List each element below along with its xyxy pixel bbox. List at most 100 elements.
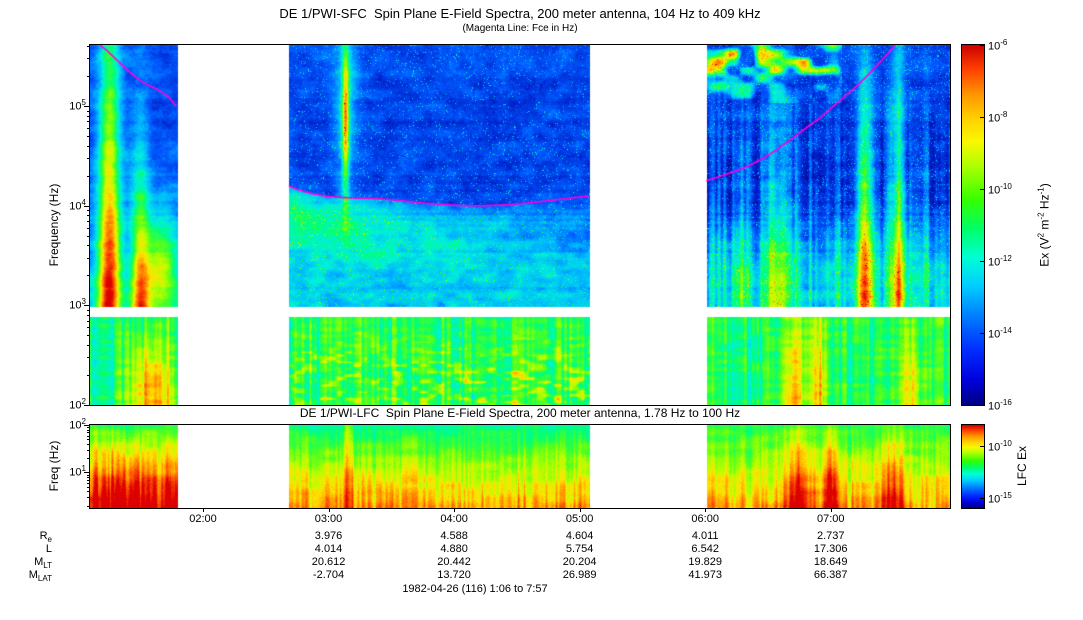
x-tick-label: 07:00 [816, 513, 845, 525]
ex-label-part: Ex (V [1037, 237, 1052, 267]
x-tick-mark [579, 508, 581, 512]
lfc-y-major-tick [84, 424, 90, 426]
tick-base: 10 [69, 399, 82, 412]
colorbar-tick [980, 333, 984, 334]
y-minor-tick [87, 344, 90, 346]
y-tick-label: 105 [36, 98, 86, 113]
y-minor-tick [87, 335, 90, 337]
main-title: DE 1/PWI-SFC Spin Plane E-Field Spectra,… [279, 6, 761, 21]
colorbar-tick [980, 117, 984, 118]
frequency-axis-label: Frequency (Hz) [47, 183, 61, 267]
y-minor-tick [87, 257, 90, 259]
ephemeris-value: 13.720 [437, 569, 471, 581]
colorbar-tick [980, 261, 984, 262]
colorbar-tick-label: 10-12 [988, 254, 1034, 269]
tick-exponent: 2 [81, 397, 86, 406]
y-tick-label: 102 [36, 397, 86, 412]
y-minor-tick [87, 275, 90, 277]
x-tick-label: 02:00 [189, 513, 217, 525]
tick-exponent: -16 [1000, 398, 1012, 407]
y-minor-tick [87, 115, 90, 117]
y-minor-tick [87, 135, 90, 137]
tick-exponent: -10 [1000, 438, 1012, 448]
y-minor-tick [87, 210, 90, 212]
ephemeris-label-base: M [34, 556, 44, 568]
tick-base: 10 [988, 112, 1001, 125]
subtitle-fce-note: (Magenta Line: Fce in Hz) [462, 23, 578, 34]
tick-exponent: -14 [1000, 326, 1012, 335]
lfc-spectrogram-canvas [90, 425, 950, 508]
lfc-colorbar-tick-label: 10-10 [988, 439, 1034, 454]
y-tick-label: 104 [36, 198, 86, 213]
lfc-y-minor-tick [87, 427, 90, 429]
lfc-colorbar [962, 425, 984, 508]
ephemeris-value: 17.306 [813, 543, 848, 555]
tick-base: 10 [988, 400, 1001, 413]
ex-label-part: m [1037, 219, 1052, 233]
tick-base: 10 [69, 299, 82, 312]
ex-label-exp: -1 [1036, 187, 1046, 195]
y-minor-tick [87, 327, 90, 329]
ephemeris-label-base: M [28, 569, 38, 581]
lfc-y-minor-tick [87, 482, 90, 484]
ephemeris-value: 3.976 [314, 530, 343, 542]
x-tick-mark [705, 508, 707, 512]
lfc-y-minor-tick [87, 429, 90, 431]
ephemeris-value: 20.442 [437, 556, 471, 568]
x-tick-mark [202, 508, 204, 512]
tick-exponent: -6 [1000, 38, 1008, 47]
y-major-tick [84, 305, 90, 307]
y-minor-tick [87, 121, 90, 123]
colorbar-tick [980, 45, 984, 46]
ephemeris-value: 6.542 [691, 543, 719, 555]
x-tick-mark [454, 508, 456, 512]
ephemeris-value: 4.604 [565, 530, 594, 542]
y-minor-tick [87, 215, 90, 217]
ephemeris-label-base: R [39, 530, 48, 542]
ephemeris-value: 4.014 [314, 543, 343, 555]
ephemeris-value: 19.829 [688, 556, 722, 568]
colorbar-tick-label: 10-14 [988, 326, 1034, 341]
tick-exponent: 1 [81, 464, 86, 474]
ex-label-part: Hz [1037, 194, 1052, 213]
y-minor-tick [87, 145, 90, 147]
y-tick-label: 103 [36, 297, 86, 312]
ephemeris-label-sub: LAT [37, 574, 52, 584]
ephemeris-value: 2.737 [816, 530, 845, 542]
lfc-y-major-tick [84, 472, 90, 474]
lfc-y-minor-tick [87, 458, 90, 460]
tick-exponent: 5 [81, 97, 86, 107]
tick-exponent: -10 [1000, 182, 1012, 191]
tick-base: 10 [69, 200, 82, 213]
y-minor-tick [87, 128, 90, 130]
tick-exponent: -8 [1000, 110, 1008, 119]
ephemeris-value: 4.011 [691, 530, 719, 542]
lfc-y-minor-tick [87, 435, 90, 437]
tick-base: 10 [69, 467, 82, 480]
ex-label-part: ) [1037, 183, 1052, 188]
lfc-y-minor-tick [87, 477, 90, 479]
ephemeris-row-label: Re [8, 530, 52, 544]
colorbar-tick-label: 10-16 [988, 398, 1034, 413]
y-minor-tick [87, 357, 90, 359]
colorbar-tick [980, 405, 984, 406]
tick-base: 10 [988, 256, 1001, 269]
lfc-colorbar-tick [980, 497, 984, 499]
y-major-tick [84, 105, 90, 107]
ephemeris-label-sub: e [47, 535, 52, 545]
sfc-colorbar [962, 45, 984, 405]
ephemeris-value: 66.387 [813, 569, 848, 581]
lfc-y-minor-tick [87, 439, 90, 441]
ephemeris-label-sub: LT [43, 561, 52, 571]
lfc-colorbar-tick-label: 10-15 [988, 491, 1034, 506]
ex-label-exp: -2 [1036, 212, 1046, 220]
y-minor-tick [87, 320, 90, 322]
ex-label-exp: 2 [1036, 232, 1046, 238]
lfc-y-minor-tick [87, 479, 90, 481]
tick-exponent: 4 [81, 197, 86, 207]
lfc-y-minor-tick [87, 497, 90, 499]
y-minor-tick [87, 45, 90, 47]
ephemeris-row-label: L [8, 543, 52, 557]
x-tick-mark [830, 508, 832, 512]
